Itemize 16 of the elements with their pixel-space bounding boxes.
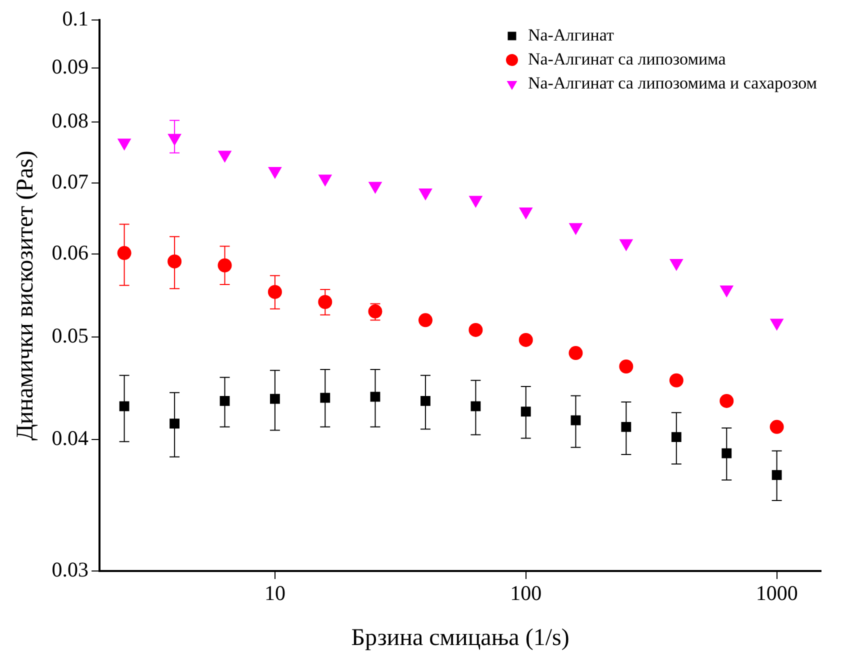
y-axis-title: Динамички вискозитет (Pas) bbox=[12, 150, 39, 440]
x-tick-label: 100 bbox=[510, 581, 542, 606]
y-tick-label: 0.08 bbox=[52, 108, 89, 133]
y-tick-label: 0.06 bbox=[52, 240, 89, 264]
x-tick-label: 10 bbox=[264, 581, 286, 606]
y-tick-label: 0.03 bbox=[52, 558, 89, 582]
y-tick-label: 0.05 bbox=[52, 324, 89, 348]
y-tick-label: 0.09 bbox=[52, 54, 89, 79]
y-tick-label: 0.07 bbox=[52, 170, 89, 194]
legend-label: Na-Алгинат bbox=[528, 25, 614, 44]
legend-label: Na-Алгинат са липозомима и сахарозом bbox=[528, 73, 818, 92]
y-tick-label: 0.1 bbox=[62, 6, 89, 31]
x-tick-label: 1000 bbox=[756, 581, 798, 606]
x-axis-title: Брзина смицања (1/s) bbox=[351, 624, 570, 651]
y-tick-label: 0.04 bbox=[52, 426, 90, 450]
legend-label: Na-Алгинат са липозомима bbox=[528, 49, 726, 68]
